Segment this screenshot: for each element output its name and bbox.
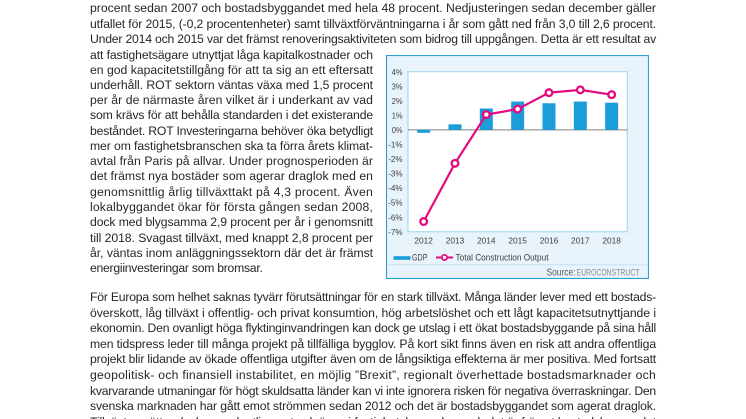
- svg-text:EUROCONSTRUCT: EUROCONSTRUCT: [577, 268, 640, 279]
- svg-text:2013: 2013: [446, 235, 465, 245]
- svg-text:-7%: -7%: [388, 227, 403, 237]
- svg-text:4%: 4%: [392, 67, 403, 77]
- svg-text:1%: 1%: [392, 110, 403, 120]
- svg-text:-3%: -3%: [388, 169, 403, 179]
- svg-text:-4%: -4%: [388, 183, 403, 193]
- svg-text:Source:: Source:: [547, 268, 576, 279]
- svg-text:2%: 2%: [392, 96, 403, 106]
- svg-text:-1%: -1%: [388, 140, 403, 150]
- svg-text:Total Construction Output: Total Construction Output: [456, 253, 549, 263]
- svg-text:2014: 2014: [477, 235, 496, 245]
- svg-text:2017: 2017: [571, 235, 590, 245]
- svg-text:2016: 2016: [540, 235, 559, 245]
- svg-text:0%: 0%: [392, 125, 403, 135]
- svg-text:-2%: -2%: [388, 154, 403, 164]
- svg-text:-5%: -5%: [388, 198, 403, 208]
- svg-text:-6%: -6%: [388, 212, 403, 222]
- svg-text:2012: 2012: [414, 235, 433, 245]
- svg-text:2018: 2018: [602, 235, 621, 245]
- svg-text:GDP: GDP: [412, 253, 428, 263]
- svg-text:2015: 2015: [508, 235, 527, 245]
- svg-text:3%: 3%: [392, 81, 403, 91]
